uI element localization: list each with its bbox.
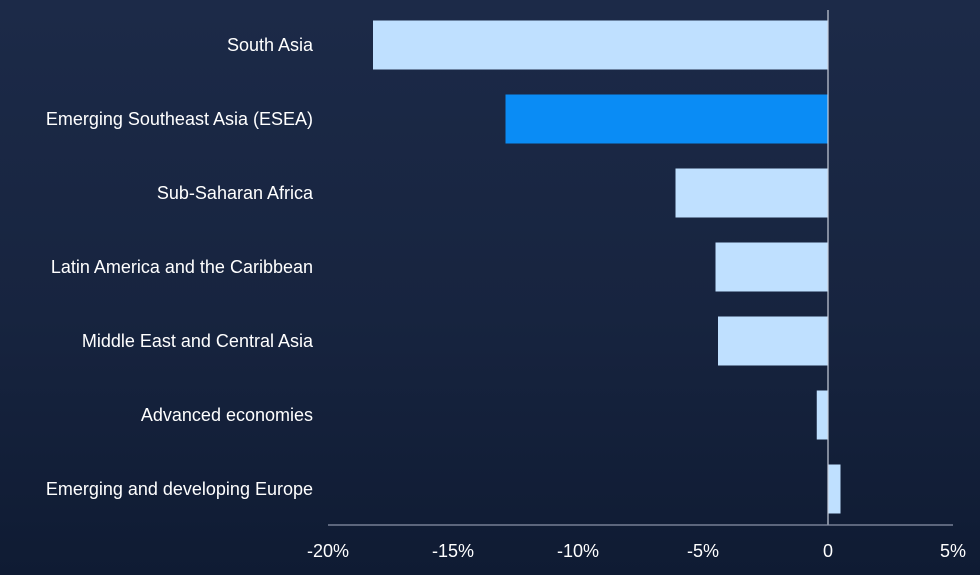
x-tick-labels-group: -20% -15% -10% -5% 0 5% <box>307 541 966 561</box>
bar-sub-saharan-africa <box>675 168 828 218</box>
x-tick-label: -5% <box>687 541 719 561</box>
x-tick-label: -20% <box>307 541 349 561</box>
x-tick-label: -10% <box>557 541 599 561</box>
category-label-sub-saharan-africa: Sub-Saharan Africa <box>157 183 314 203</box>
category-label-emerging-southeast-asia-esea: Emerging Southeast Asia (ESEA) <box>46 109 313 129</box>
bar-emerging-and-developing-europe <box>828 464 841 514</box>
category-label-middle-east-and-central-asia: Middle East and Central Asia <box>82 331 314 351</box>
category-label-advanced-economies: Advanced economies <box>141 405 313 425</box>
bar-latin-america-and-the-caribbean <box>715 242 828 292</box>
x-tick-label: 5% <box>940 541 966 561</box>
bar-middle-east-and-central-asia <box>718 316 828 366</box>
bar-advanced-economies <box>816 390 828 440</box>
bar-emerging-southeast-asia-esea <box>505 94 828 144</box>
x-tick-label: -15% <box>432 541 474 561</box>
x-tick-label: 0 <box>823 541 833 561</box>
category-label-south-asia: South Asia <box>227 35 314 55</box>
bars-group <box>373 20 841 514</box>
category-label-latin-america-and-the-caribbean: Latin America and the Caribbean <box>51 257 313 277</box>
category-labels-group: South Asia Emerging Southeast Asia (ESEA)… <box>46 35 314 499</box>
category-label-emerging-and-developing-europe: Emerging and developing Europe <box>46 479 313 499</box>
bar-south-asia <box>373 20 828 70</box>
